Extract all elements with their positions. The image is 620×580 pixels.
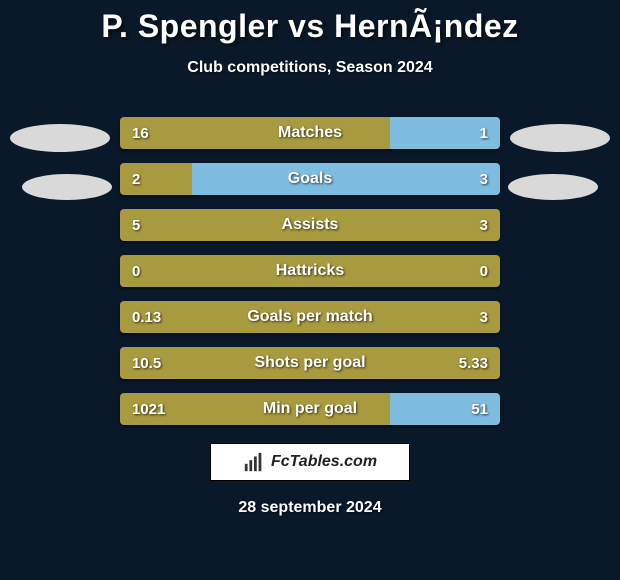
subtitle: Club competitions, Season 2024 xyxy=(0,59,620,77)
brand-text: FcTables.com xyxy=(271,453,377,471)
stat-bar-right xyxy=(390,117,500,149)
stat-bar-left xyxy=(120,209,500,241)
player-left-badge-bottom xyxy=(22,174,112,200)
player-left-badge-top xyxy=(10,124,110,152)
stat-bar-left xyxy=(120,393,390,425)
player-right-badge-top xyxy=(510,124,610,152)
stats-container: 161Matches 23Goals 53Assists 00Hattricks 0.1… xyxy=(0,117,620,425)
stat-row: 00Hattricks xyxy=(120,255,500,287)
stat-bar-right xyxy=(390,393,500,425)
player-right-badge-bottom xyxy=(508,174,598,200)
stat-bar-left xyxy=(120,163,192,195)
stat-bar-left xyxy=(120,255,500,287)
stat-row: 23Goals xyxy=(120,163,500,195)
brand-logo-icon xyxy=(243,451,265,473)
date-label: 28 september 2024 xyxy=(0,499,620,517)
brand-box: FcTables.com xyxy=(210,443,410,481)
stat-bar-left xyxy=(120,301,500,333)
stat-row: 0.133Goals per match xyxy=(120,301,500,333)
stat-row: 53Assists xyxy=(120,209,500,241)
stat-bar-right xyxy=(192,163,500,195)
stat-bar-left xyxy=(120,117,390,149)
stat-bar-left xyxy=(120,347,500,379)
stat-row: 102151Min per goal xyxy=(120,393,500,425)
stat-row: 161Matches xyxy=(120,117,500,149)
page-title: P. Spengler vs HernÃ¡ndez xyxy=(0,0,620,45)
stat-row: 10.55.33Shots per goal xyxy=(120,347,500,379)
